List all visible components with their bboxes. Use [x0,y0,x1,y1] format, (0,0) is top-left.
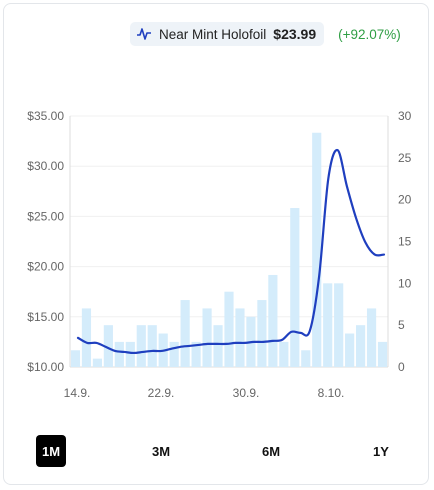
range-button-3m[interactable]: 3M [151,443,171,459]
volume-bar [81,308,92,367]
range-button-6m[interactable]: 6M [261,443,281,459]
left-tick-label: $25.00 [27,209,64,223]
left-tick-label: $15.00 [27,310,64,324]
right-tick-label: 5 [398,318,405,332]
chart-legend[interactable]: Near Mint Holofoil $23.99 (+92.07%) [130,22,401,46]
range-button-1m[interactable]: 1M [36,435,66,467]
left-tick-label: $35.00 [27,109,64,123]
x-tick-label: 30.9. [233,386,260,400]
volume-bar [290,208,300,367]
legend-current-price: $23.99 [273,26,317,42]
volume-bar [202,308,212,367]
volume-bar [334,283,344,367]
price-line-group [76,148,386,355]
volume-bar [125,341,135,367]
volume-bar [366,308,377,367]
price-history-card [3,3,429,485]
volume-bar [224,291,234,367]
right-tick-label: 10 [398,276,412,290]
volume-bar [279,341,289,367]
volume-bar [191,341,201,367]
volume-bar [103,325,113,367]
left-axis: $35.00 $30.00 $25.00 $20.00 $15.00 $10.00 [27,109,64,374]
x-tick-label: 14.9. [64,386,91,400]
price-line [76,148,386,355]
time-range-selector: 1M 3M 6M 1Y [36,435,416,467]
x-tick-label: 8.10. [318,386,345,400]
range-button-1y[interactable]: 1Y [373,443,389,459]
right-axis: 30 25 20 15 10 5 0 [398,109,412,374]
volume-bar [312,132,322,367]
left-tick-label: $10.00 [27,360,64,374]
volume-bar [136,325,146,367]
right-tick-label: 25 [398,151,412,165]
line-series-icon [137,28,151,40]
volume-bar [377,341,388,367]
right-tick-label: 20 [398,193,412,207]
x-axis: 14.9. 22.9. 30.9. 8.10. [64,386,345,400]
volume-bar [180,300,190,367]
volume-bar [301,350,311,367]
volume-bar [235,308,245,367]
volume-bar [114,341,124,367]
x-tick-label: 22.9. [148,386,175,400]
volume-bar [323,283,333,367]
right-tick-label: 15 [398,235,412,249]
volume-bar [92,358,102,367]
right-tick-label: 30 [398,109,412,123]
legend-series-item[interactable]: Near Mint Holofoil $23.99 [130,22,325,46]
volume-bar [345,333,355,367]
volume-bar [257,300,267,367]
left-tick-label: $20.00 [27,260,64,274]
volume-bar [70,350,81,367]
right-tick-label: 0 [398,360,405,374]
legend-series-name: Near Mint Holofoil [159,26,267,42]
volume-bar [356,325,366,367]
legend-price-change: (+92.07%) [338,26,401,42]
left-tick-label: $30.00 [27,159,64,173]
volume-bar [169,341,179,367]
volume-bars [70,132,388,367]
volume-bar [268,274,278,367]
volume-bar [213,325,223,367]
volume-bar [147,325,157,367]
